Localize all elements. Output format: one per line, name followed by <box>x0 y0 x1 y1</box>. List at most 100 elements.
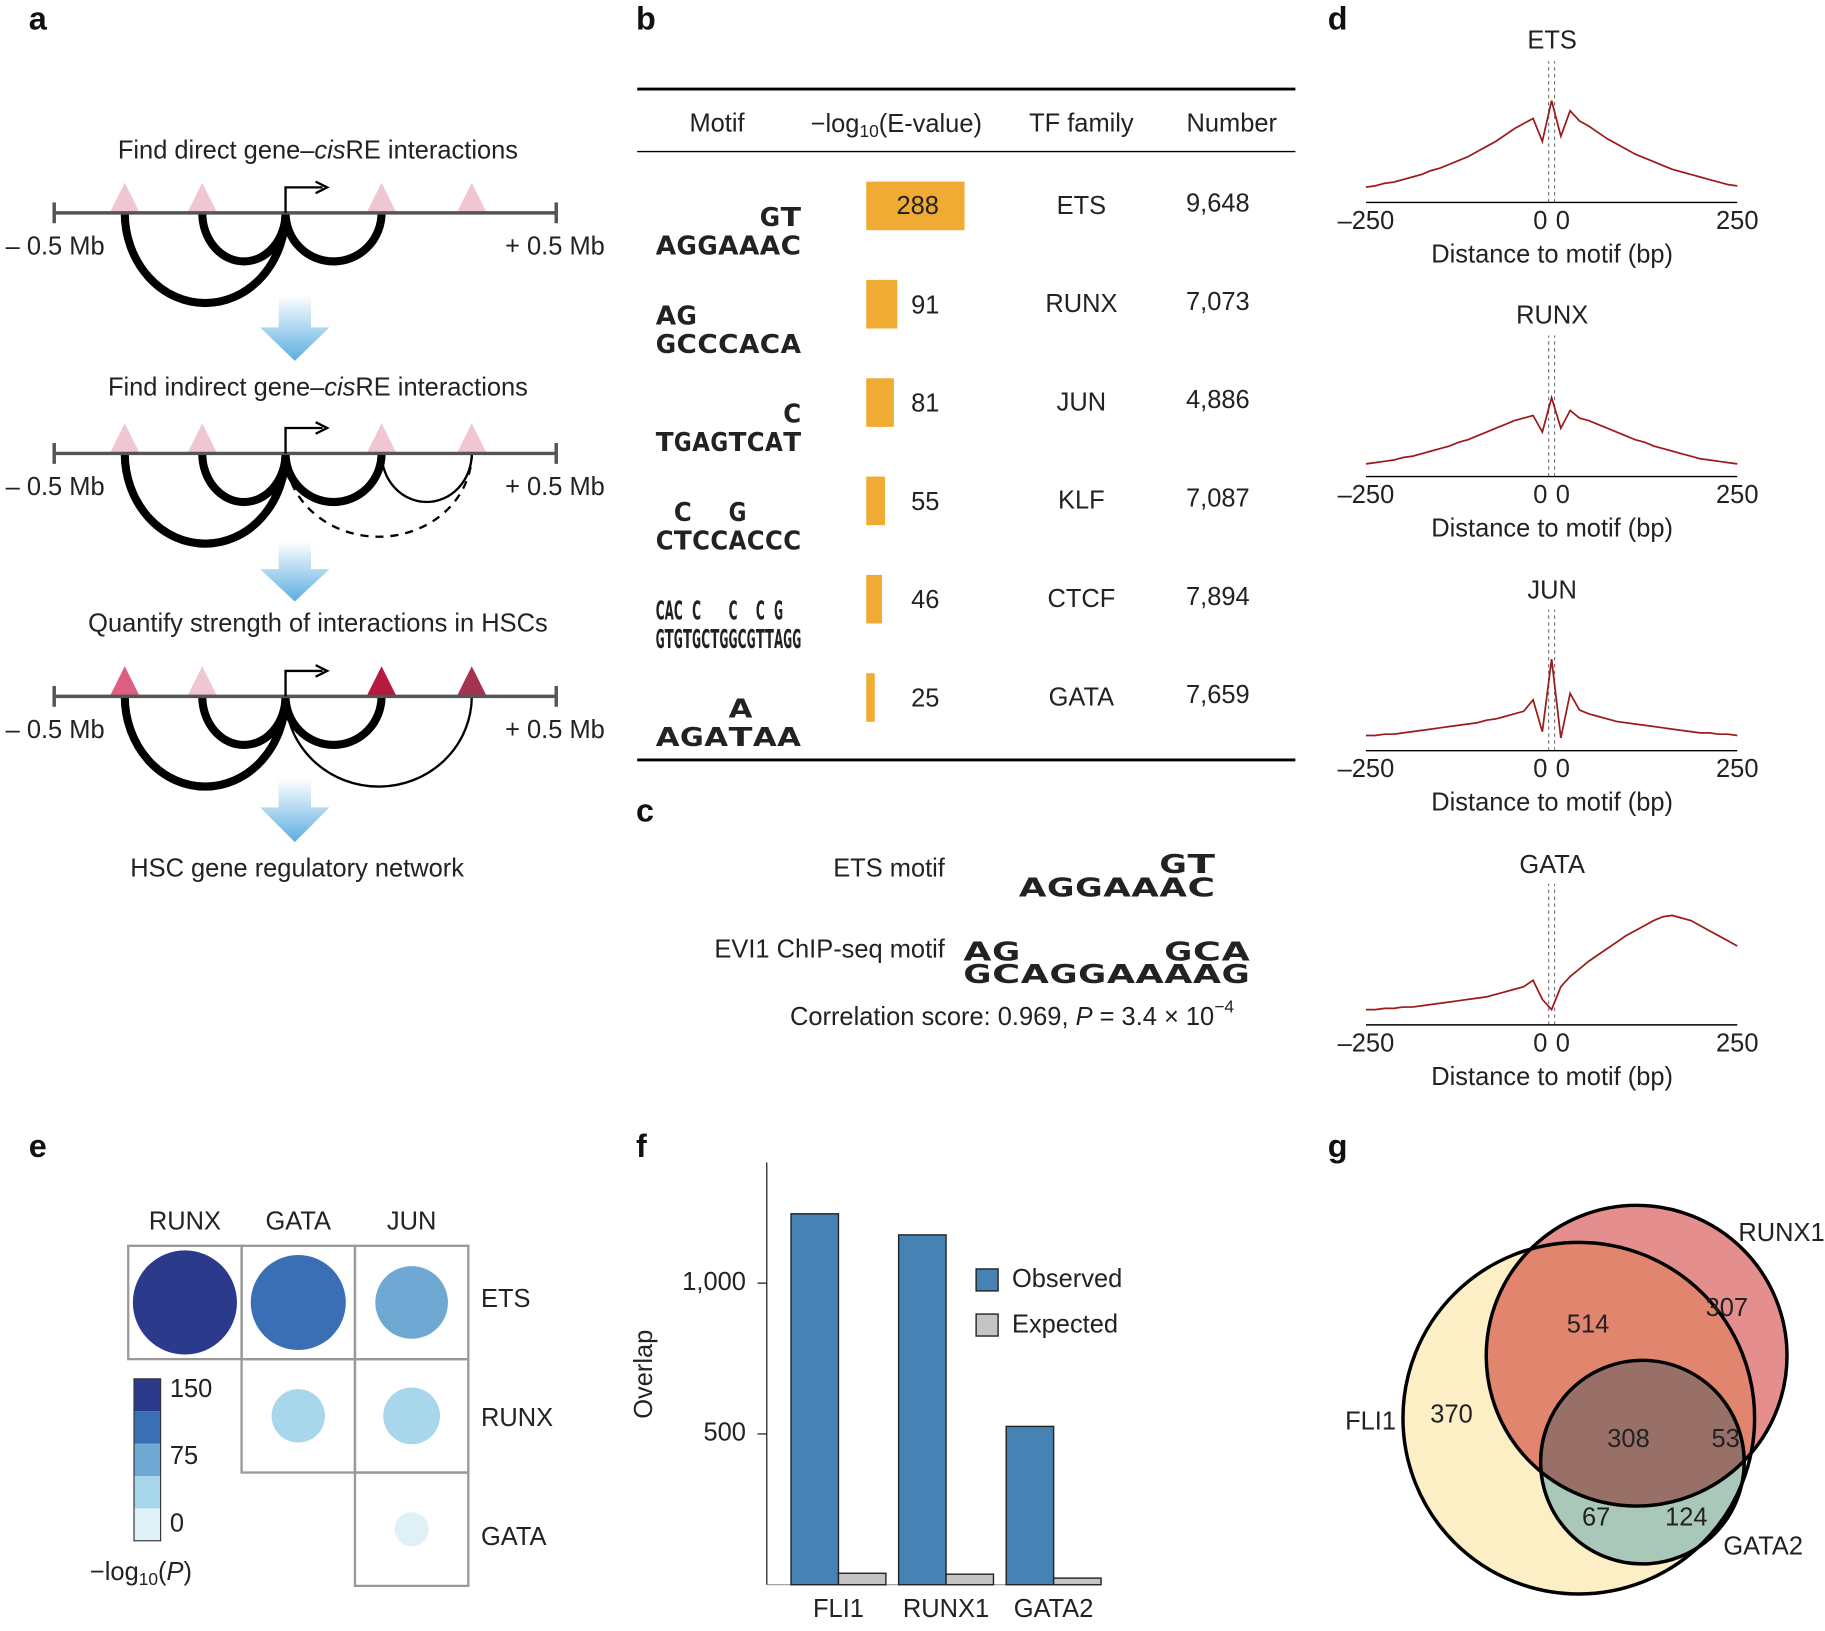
logo-letter: C <box>783 399 801 429</box>
logo-letter: T <box>729 722 754 752</box>
colorbar-block <box>134 1508 161 1541</box>
colorbar-tick: 75 <box>170 1442 198 1470</box>
region-count: 53 <box>1712 1425 1740 1453</box>
colorbar-label-part: ) <box>183 1558 191 1586</box>
logo-letter: A <box>1164 959 1193 989</box>
logo-letter: A <box>1222 937 1251 967</box>
logo-letter: T <box>674 525 693 555</box>
tf-family: RUNX <box>1045 290 1117 318</box>
column-header: −log10(E-value) <box>811 110 982 141</box>
column-label: GATA <box>266 1207 332 1235</box>
site-number: 7,087 <box>1186 484 1250 512</box>
logo-letter: C <box>760 329 780 359</box>
logo-letter: A <box>729 525 747 555</box>
cisre-triangle <box>456 423 487 454</box>
logo-letter: G <box>729 624 738 654</box>
evalue-bar <box>866 673 875 722</box>
step-title-part: Find indirect gene– <box>108 373 325 401</box>
logo-letter: A <box>777 722 801 752</box>
interaction-arc <box>281 696 386 749</box>
logo-letter: A <box>1103 872 1131 902</box>
logo-letter: C <box>677 329 697 359</box>
site-number: 4,886 <box>1186 386 1250 414</box>
correlation-text-part: Correlation score: 0.969, <box>790 1003 1076 1031</box>
logo-letter: C <box>710 525 728 555</box>
evalue-bar <box>866 181 965 231</box>
logo-letter: C <box>674 595 683 625</box>
interaction-arc <box>284 696 473 788</box>
bar <box>1005 1425 1055 1586</box>
logo-letter: A <box>765 427 783 457</box>
x-tick-label: 0 <box>1533 207 1547 235</box>
x-tick-label: 0 <box>1556 207 1570 235</box>
logo-letter: C <box>692 525 710 555</box>
evalue-label: 46 <box>911 586 939 614</box>
legend-swatch <box>975 1313 999 1337</box>
logo-letter: A <box>760 230 781 260</box>
range-label: – 0.5 Mb <box>6 473 105 501</box>
range-label: – 0.5 Mb <box>6 716 105 744</box>
matrix-cell <box>353 1471 470 1588</box>
evalue-label: 81 <box>911 390 939 418</box>
y-tick-label: 500 <box>703 1419 745 1447</box>
range-label: + 0.5 Mb <box>505 716 605 744</box>
logo-letter: T <box>765 624 774 654</box>
x-tick-label: –250 <box>1338 207 1395 235</box>
colorbar-label-part: 10 <box>139 1569 158 1589</box>
logo-letter: G <box>792 624 801 654</box>
colorbar-block <box>134 1475 161 1509</box>
region-count: 514 <box>1567 1310 1609 1338</box>
evalue-bar <box>866 574 882 624</box>
logo-letter: C <box>783 525 801 555</box>
tss-arrowhead <box>315 421 330 435</box>
profile-line <box>1365 394 1738 465</box>
logo-letter: G <box>747 624 756 654</box>
chart-title: GATA <box>1519 851 1585 879</box>
logo-letter: A <box>1131 872 1159 902</box>
cisre-triangle <box>109 666 140 697</box>
colorbar-block <box>134 1443 161 1476</box>
step-title-part: cis <box>324 373 355 401</box>
column-header: Number <box>1187 110 1278 138</box>
logo-letter: A <box>1021 959 1050 989</box>
set-label: FLI1 <box>1345 1408 1396 1436</box>
logo-letter: C <box>738 624 747 654</box>
logo-letter: G <box>710 427 728 457</box>
x-tick-label: –250 <box>1338 481 1395 509</box>
logo-letter: T <box>729 427 748 457</box>
logo-letter: A <box>1019 872 1047 902</box>
bar <box>945 1573 995 1586</box>
logo-letter: C <box>747 427 765 457</box>
logo-letter: T <box>683 624 692 654</box>
panel-label: g <box>1328 1128 1348 1164</box>
interaction-arc <box>198 453 290 506</box>
logo-letter: G <box>656 624 665 654</box>
logo-letter: G <box>677 230 697 260</box>
logo-letter: A <box>692 427 710 457</box>
step-title: Find direct gene–cisRE interactions <box>118 136 518 164</box>
correlation-text-part: = 3.4 × 10 <box>1093 1003 1215 1031</box>
logo-letter: G <box>1164 937 1192 967</box>
logo-letter: T <box>665 624 674 654</box>
logo-letter: A <box>781 329 802 359</box>
x-tick-label: 250 <box>1716 481 1758 509</box>
column-header: TF family <box>1029 110 1134 138</box>
colorbar-block <box>134 1411 161 1444</box>
evalue-label: 55 <box>911 488 939 516</box>
x-tick-label: 0 <box>1556 1029 1570 1057</box>
legend-swatch <box>975 1268 999 1292</box>
step-title-part: RE interactions <box>355 373 528 401</box>
interaction-arc <box>120 212 290 308</box>
logo-letter: A <box>1107 959 1136 989</box>
panel-label: f <box>636 1128 647 1164</box>
logo-letter: A <box>656 722 680 752</box>
column-header-part: 10 <box>859 120 878 140</box>
cisre-triangle <box>109 182 140 213</box>
tf-family: ETS <box>1057 192 1106 220</box>
logo-letter: A <box>656 230 677 260</box>
logo-letter: G <box>674 427 692 457</box>
correlation-text-part: −4 <box>1214 996 1234 1016</box>
bubble <box>250 1254 346 1351</box>
range-label: + 0.5 Mb <box>505 232 605 260</box>
